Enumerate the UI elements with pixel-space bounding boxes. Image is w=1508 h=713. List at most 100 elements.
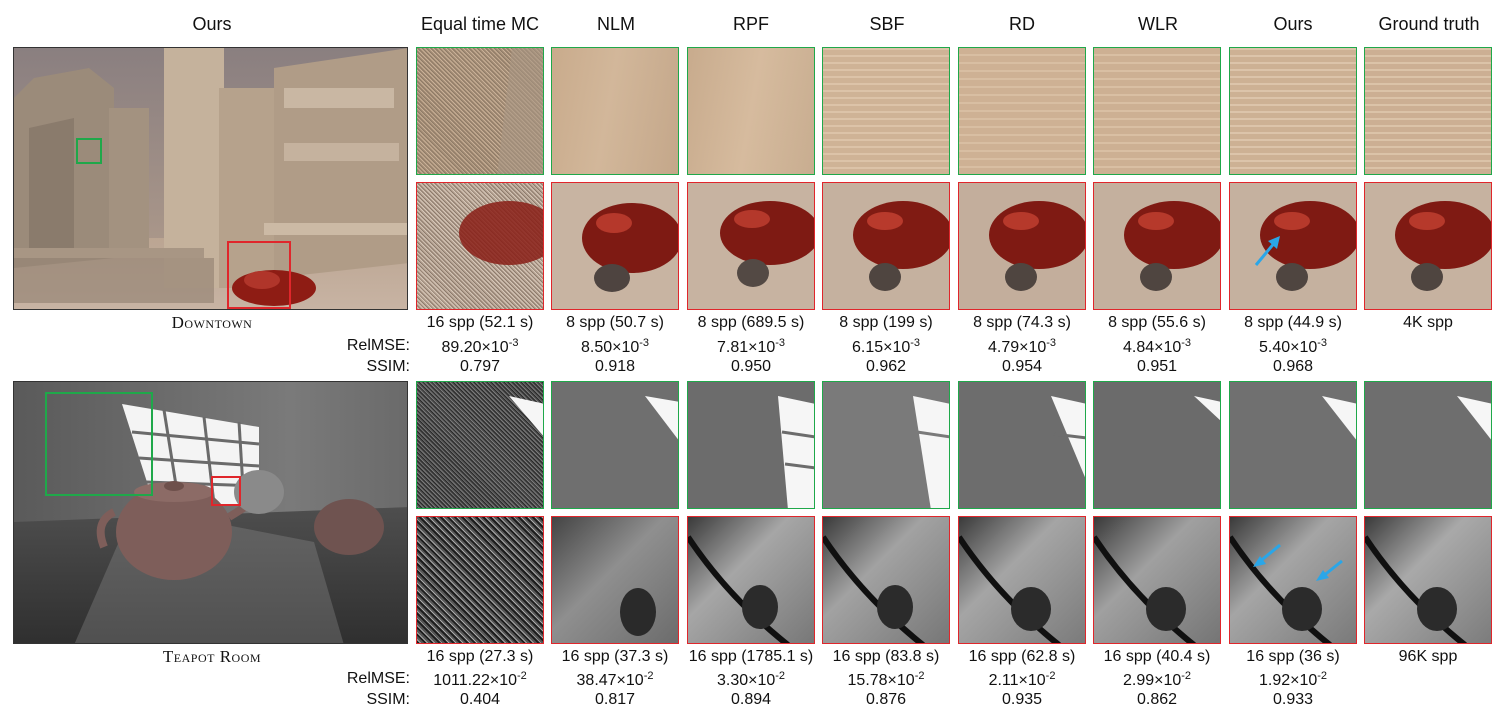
teapot-green-crop-ground-truth	[1364, 381, 1492, 509]
relmse-value: 4.84×10-3	[1122, 337, 1192, 356]
relmse-value: 7.81×10-3	[716, 337, 786, 356]
relmse-label: RelMSE:	[346, 337, 410, 354]
relmse-exponent: -3	[639, 337, 650, 349]
relmse-exponent: -3	[910, 337, 921, 349]
downtown-red-crop-sbf	[822, 182, 950, 310]
relmse-exponent: -2	[775, 670, 786, 682]
relmse-exponent: -2	[1045, 670, 1056, 682]
relmse-exponent: -2	[517, 670, 527, 682]
column-header-overview: Ours	[192, 14, 232, 34]
spp-time-value: 8 spp (44.9 s)	[1244, 314, 1342, 331]
downtown-red-crop-nlm	[551, 182, 679, 310]
downtown-green-crop-rd	[958, 47, 1086, 175]
relmse-exponent: -3	[1317, 337, 1328, 349]
downtown-red-crop-equal-time-mc	[416, 182, 544, 310]
relmse-exponent: -2	[914, 670, 925, 682]
spp-time-value: 16 spp (62.8 s)	[968, 648, 1076, 665]
relmse-value: 4.79×10-3	[987, 337, 1057, 356]
spp-time-value: 16 spp (83.8 s)	[832, 648, 940, 665]
teapot-red-crop-nlm	[551, 516, 679, 644]
downtown-overview-image	[13, 47, 408, 310]
teapot-inset-red-box	[211, 476, 241, 506]
relmse-value: 38.47×10-2	[576, 670, 654, 689]
spp-time-value: 16 spp (27.3 s)	[426, 648, 534, 665]
downtown-red-crop-ours	[1229, 182, 1357, 310]
column-header-ours: Ours	[1273, 14, 1313, 34]
column-header-equal-time-mc: Equal time MC	[420, 14, 540, 34]
relmse-exponent: -3	[1181, 337, 1192, 349]
downtown-red-crop-rpf	[687, 182, 815, 310]
spp-time-value: 8 spp (74.3 s)	[973, 314, 1071, 331]
teapot-red-crop-equal-time-mc	[416, 516, 544, 644]
relmse-value: 1.92×10-2	[1258, 670, 1328, 689]
ssim-value: 0.817	[594, 691, 636, 708]
downtown-green-crop-ours	[1229, 47, 1357, 175]
teapot-inset-green-box	[45, 392, 153, 496]
relmse-exponent: -2	[1181, 670, 1192, 682]
teapot-red-crop-ground-truth	[1364, 516, 1492, 644]
ssim-label: SSIM:	[366, 691, 410, 708]
column-header-rd: RD	[1009, 14, 1035, 34]
spp-time-value: 8 spp (689.5 s)	[697, 314, 805, 331]
relmse-value: 2.11×10-2	[988, 670, 1056, 689]
ssim-label: SSIM:	[366, 358, 410, 375]
teapot-green-crop-wlr	[1093, 381, 1221, 509]
column-header-wlr: WLR	[1138, 14, 1178, 34]
downtown-red-crop-rd	[958, 182, 1086, 310]
relmse-value: 8.50×10-3	[580, 337, 650, 356]
teapot-red-crop-wlr	[1093, 516, 1221, 644]
relmse-exponent: -3	[775, 337, 786, 349]
relmse-value: 1011.22×10-2	[433, 670, 527, 689]
ssim-value: 0.894	[730, 691, 772, 708]
ssim-value: 0.404	[459, 691, 501, 708]
teapot-red-crop-rpf	[687, 516, 815, 644]
downtown-green-crop-equal-time-mc	[416, 47, 544, 175]
downtown-green-crop-rpf	[687, 47, 815, 175]
column-header-nlm: NLM	[596, 14, 635, 34]
relmse-exponent: -2	[1317, 670, 1328, 682]
teapot-red-crop-ours	[1229, 516, 1357, 644]
column-header-rpf: RPF	[733, 14, 769, 34]
spp-time-value: 8 spp (50.7 s)	[566, 314, 664, 331]
teapot-green-crop-ours	[1229, 381, 1357, 509]
spp-time-value: 4K spp	[1403, 314, 1453, 331]
downtown-red-crop-wlr	[1093, 182, 1221, 310]
scene-name-teapot-room: Teapot Room	[162, 647, 262, 666]
downtown-green-crop-wlr	[1093, 47, 1221, 175]
relmse-value: 6.15×10-3	[851, 337, 921, 356]
ssim-value: 0.950	[730, 358, 772, 375]
downtown-red-crop-ground-truth	[1364, 182, 1492, 310]
spp-time-value: 16 spp (36 s)	[1246, 648, 1340, 665]
teapot-green-crop-equal-time-mc	[416, 381, 544, 509]
ssim-value: 0.862	[1136, 691, 1178, 708]
downtown-green-crop-ground-truth	[1364, 47, 1492, 175]
ssim-value: 0.876	[865, 691, 907, 708]
spp-time-value: 8 spp (55.6 s)	[1108, 314, 1206, 331]
ssim-value: 0.954	[1001, 358, 1043, 375]
relmse-exponent: -3	[508, 337, 519, 349]
relmse-value: 2.99×10-2	[1122, 670, 1192, 689]
downtown-green-crop-nlm	[551, 47, 679, 175]
spp-time-value: 96K spp	[1398, 648, 1458, 665]
teapot-red-crop-rd	[958, 516, 1086, 644]
spp-time-value: 16 spp (52.1 s)	[426, 314, 534, 331]
spp-time-value: 8 spp (199 s)	[839, 314, 933, 331]
spp-time-value: 16 spp (1785.1 s)	[688, 648, 814, 665]
relmse-value: 15.78×10-2	[847, 670, 925, 689]
teapot-green-crop-rd	[958, 381, 1086, 509]
ssim-value: 0.968	[1272, 358, 1314, 375]
ssim-value: 0.962	[865, 358, 907, 375]
ssim-value: 0.935	[1001, 691, 1043, 708]
spp-time-value: 16 spp (40.4 s)	[1103, 648, 1211, 665]
relmse-exponent: -3	[1046, 337, 1057, 349]
relmse-value: 5.40×10-3	[1258, 337, 1328, 356]
teapot-green-crop-nlm	[551, 381, 679, 509]
downtown-inset-red-box	[227, 241, 291, 309]
teapot-room-overview-image	[13, 381, 408, 644]
ssim-value: 0.951	[1136, 358, 1178, 375]
ssim-value: 0.918	[594, 358, 636, 375]
column-header-ground-truth: Ground truth	[1378, 14, 1480, 34]
ssim-value: 0.797	[459, 358, 501, 375]
relmse-value: 3.30×10-2	[716, 670, 786, 689]
scene-name-downtown: Downtown	[171, 313, 253, 332]
